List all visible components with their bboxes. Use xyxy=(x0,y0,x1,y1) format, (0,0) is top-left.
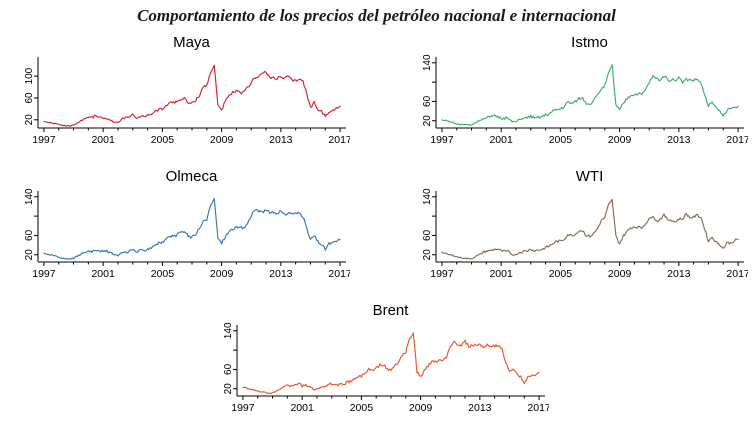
svg-text:20: 20 xyxy=(422,249,433,261)
charts-row-2: Olmeca 1997 2001 2005 2009 2013 2017 20 60 140 W… xyxy=(0,168,753,290)
svg-text:140: 140 xyxy=(223,322,234,339)
svg-text:140: 140 xyxy=(24,188,35,205)
svg-text:2017: 2017 xyxy=(527,402,549,414)
svg-text:140: 140 xyxy=(422,188,433,205)
chart-title-wti: WTI xyxy=(575,168,604,185)
chart-olmeca: Olmeca 1997 2001 2005 2009 2013 2017 20 60 140 xyxy=(5,168,350,290)
svg-text:60: 60 xyxy=(422,229,433,241)
svg-text:2013: 2013 xyxy=(269,134,293,146)
svg-text:2017: 2017 xyxy=(328,134,350,146)
chart-wti: WTI 1997 2001 2005 2009 2013 2017 20 60 140 xyxy=(403,168,748,290)
chart-maya: Maya 1997 2001 2005 2009 2013 2017 20 60 100 xyxy=(5,34,350,156)
chart-title-brent: Brent xyxy=(372,302,409,319)
svg-text:2001: 2001 xyxy=(489,134,513,146)
svg-text:1997: 1997 xyxy=(32,134,56,146)
line-plot-istmo: 1997 2001 2005 2009 2013 2017 20 60 140 xyxy=(422,54,748,146)
svg-text:100: 100 xyxy=(24,67,35,84)
svg-text:1997: 1997 xyxy=(231,402,255,414)
svg-text:2001: 2001 xyxy=(91,134,115,146)
svg-text:2013: 2013 xyxy=(667,268,691,280)
svg-text:2013: 2013 xyxy=(269,268,293,280)
svg-text:2017: 2017 xyxy=(726,134,748,146)
svg-text:1997: 1997 xyxy=(430,134,454,146)
svg-text:20: 20 xyxy=(422,115,433,127)
svg-text:2013: 2013 xyxy=(667,134,691,146)
chart-istmo: Istmo 1997 2001 2005 2009 2013 2017 20 60 140 xyxy=(403,34,748,156)
chart-title-olmeca: Olmeca xyxy=(165,168,218,185)
svg-text:2017: 2017 xyxy=(328,268,350,280)
line-plot-maya: 1997 2001 2005 2009 2013 2017 20 60 100 xyxy=(24,57,350,146)
svg-text:60: 60 xyxy=(422,95,433,107)
svg-text:2009: 2009 xyxy=(210,268,234,280)
svg-text:2005: 2005 xyxy=(549,134,573,146)
line-plot-wti: 1997 2001 2005 2009 2013 2017 20 60 140 xyxy=(422,188,748,280)
chart-brent: Brent 1997 2001 2005 2009 2013 2017 20 60 140 xyxy=(204,302,549,424)
svg-text:2005: 2005 xyxy=(549,268,573,280)
svg-text:2009: 2009 xyxy=(608,268,632,280)
svg-text:2001: 2001 xyxy=(91,268,115,280)
svg-text:2009: 2009 xyxy=(210,134,234,146)
svg-text:2017: 2017 xyxy=(726,268,748,280)
svg-text:2001: 2001 xyxy=(489,268,513,280)
svg-text:60: 60 xyxy=(223,363,234,375)
chart-title-maya: Maya xyxy=(173,34,210,51)
line-plot-olmeca: 1997 2001 2005 2009 2013 2017 20 60 140 xyxy=(24,188,350,280)
svg-text:2005: 2005 xyxy=(151,268,175,280)
svg-text:140: 140 xyxy=(422,54,433,71)
svg-text:2005: 2005 xyxy=(151,134,175,146)
svg-text:60: 60 xyxy=(24,92,35,104)
charts-row-1: Maya 1997 2001 2005 2009 2013 2017 20 60 100 Ist… xyxy=(0,34,753,156)
svg-text:1997: 1997 xyxy=(32,268,56,280)
svg-text:2005: 2005 xyxy=(350,402,374,414)
svg-text:20: 20 xyxy=(24,114,35,126)
svg-text:60: 60 xyxy=(24,229,35,241)
svg-text:2009: 2009 xyxy=(608,134,632,146)
chart-title-istmo: Istmo xyxy=(571,34,608,51)
svg-text:2013: 2013 xyxy=(468,402,492,414)
svg-text:20: 20 xyxy=(223,383,234,395)
line-plot-brent: 1997 2001 2005 2009 2013 2017 20 60 140 xyxy=(223,322,549,414)
svg-text:1997: 1997 xyxy=(430,268,454,280)
svg-text:2009: 2009 xyxy=(409,402,433,414)
charts-row-3: Brent 1997 2001 2005 2009 2013 2017 20 60 140 xyxy=(0,302,753,424)
svg-text:20: 20 xyxy=(24,249,35,261)
figure-title: Comportamiento de los precios del petról… xyxy=(137,6,616,25)
svg-text:2001: 2001 xyxy=(290,402,314,414)
